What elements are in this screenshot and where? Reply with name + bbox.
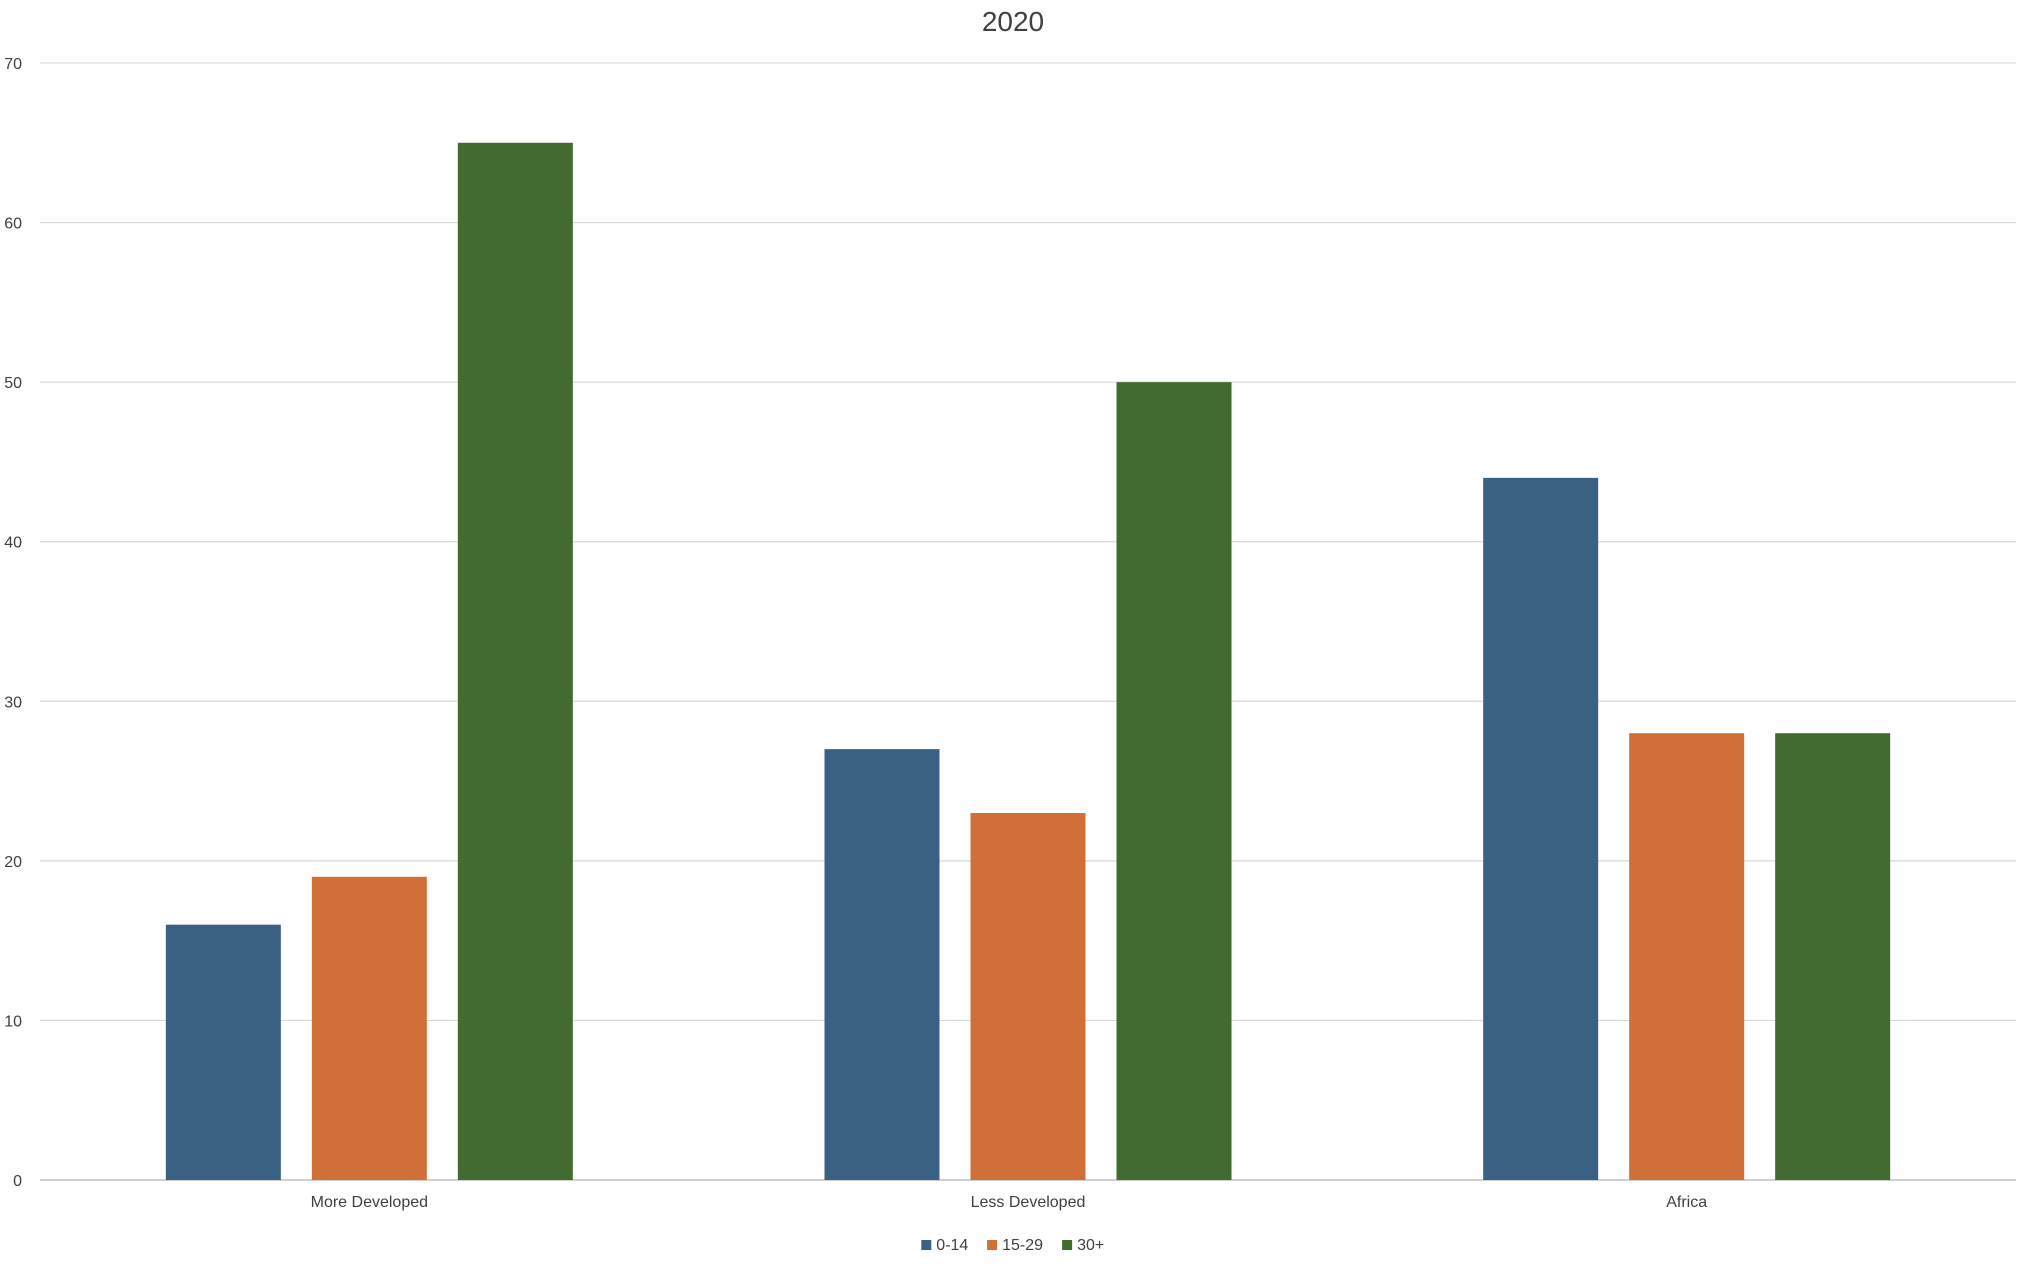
legend-swatch-0-14 xyxy=(921,1240,932,1250)
bar-less-developed-30+ xyxy=(1116,382,1232,1181)
bar-less-developed-0-14 xyxy=(824,749,940,1180)
y-tick-label: 70 xyxy=(4,56,22,73)
y-tick-label: 20 xyxy=(4,854,22,871)
x-category-label: More Developed xyxy=(311,1194,428,1211)
bar-more-developed-30+ xyxy=(457,142,573,1180)
legend-label: 30+ xyxy=(1077,1237,1104,1254)
legend: 0-14 15-29 30+ xyxy=(921,1237,1104,1254)
bar-africa-0-14 xyxy=(1483,477,1599,1180)
legend-swatch-30+ xyxy=(1062,1240,1073,1250)
y-tick-label: 50 xyxy=(4,375,22,392)
bar-africa-15-29 xyxy=(1629,733,1745,1180)
bar-africa-30+ xyxy=(1775,733,1891,1180)
legend-label: 0-14 xyxy=(936,1237,968,1254)
x-category-label: Africa xyxy=(1666,1194,1707,1211)
y-tick-label: 0 xyxy=(13,1173,22,1190)
y-tick-label: 10 xyxy=(4,1013,22,1030)
legend-label: 15-29 xyxy=(1002,1237,1043,1254)
chart-title: 2020 xyxy=(982,6,1044,37)
bar-less-developed-15-29 xyxy=(970,812,1086,1180)
y-axis-ticks: 0 10 20 30 40 50 60 70 xyxy=(4,56,22,1190)
y-tick-label: 40 xyxy=(4,535,22,552)
y-tick-label: 60 xyxy=(4,216,22,233)
legend-swatch-15-29 xyxy=(987,1240,998,1250)
y-tick-label: 30 xyxy=(4,694,22,711)
x-axis-categories: More Developed Less Developed Africa xyxy=(311,1194,1708,1211)
x-category-label: Less Developed xyxy=(971,1194,1086,1211)
bar-more-developed-15-29 xyxy=(311,876,427,1180)
bars xyxy=(165,142,1891,1181)
bar-more-developed-0-14 xyxy=(165,924,281,1180)
